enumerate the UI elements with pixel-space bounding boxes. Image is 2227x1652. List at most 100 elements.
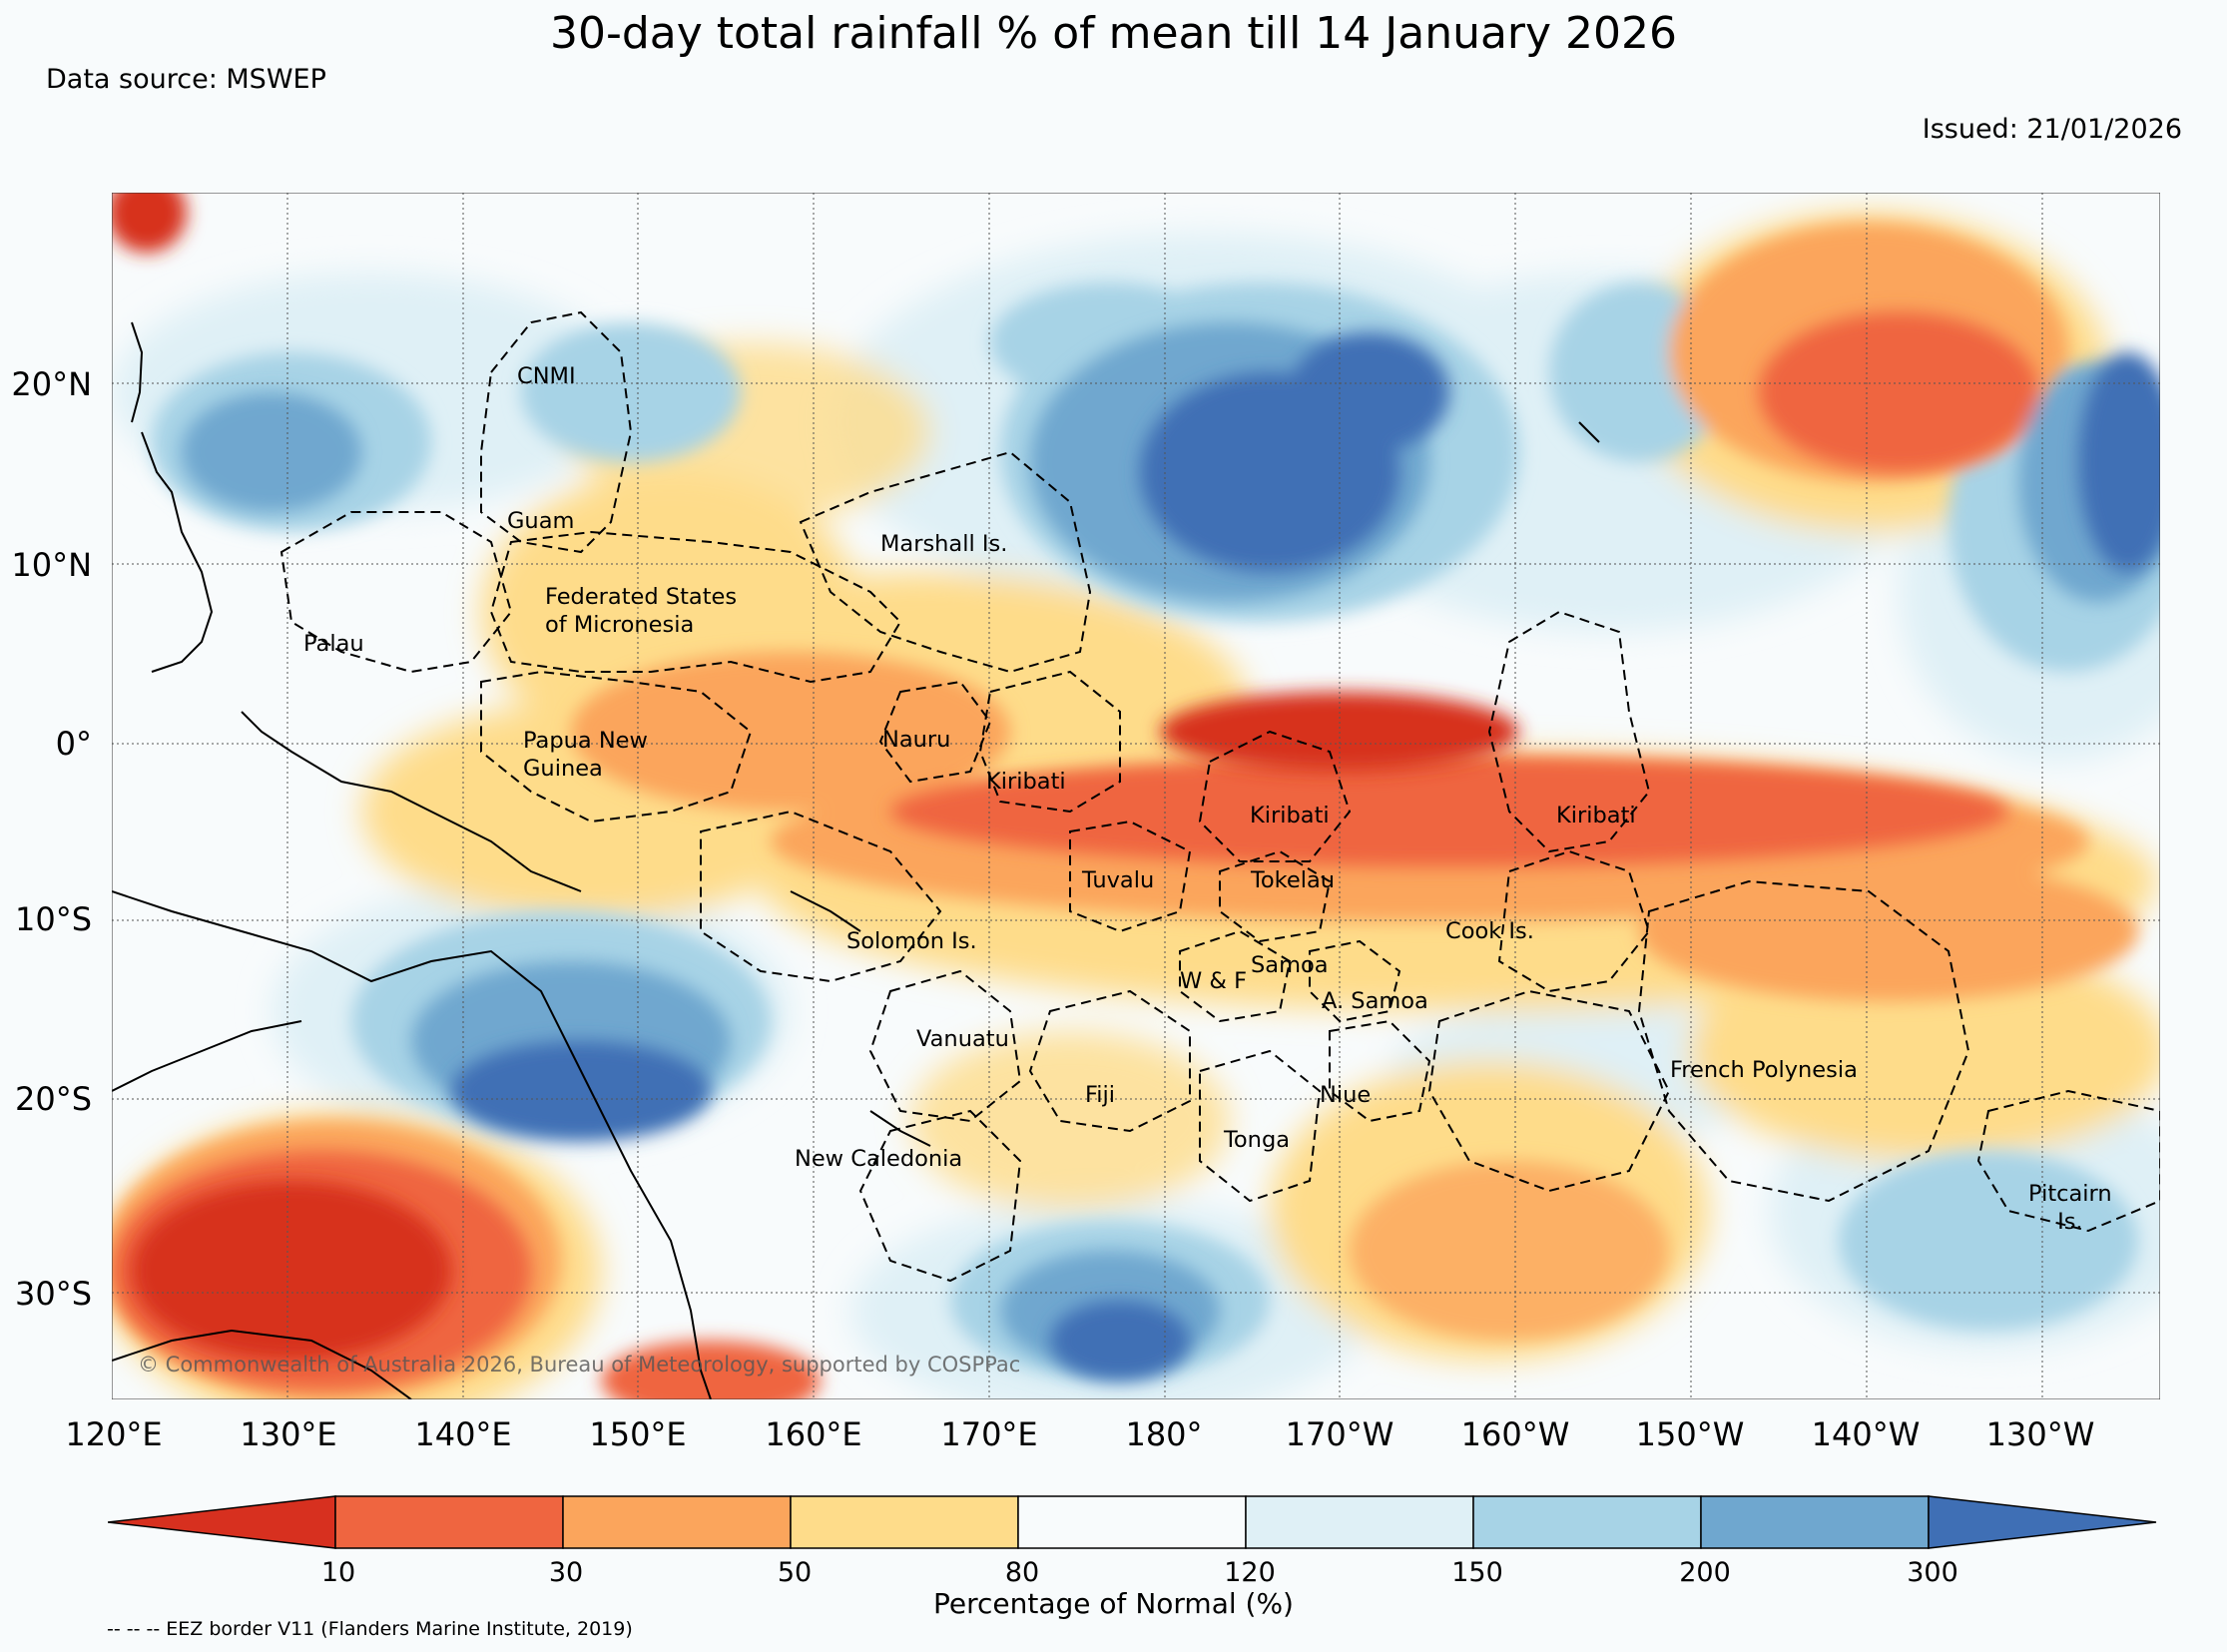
colorbar-segment (334, 1495, 564, 1549)
region-label-fsm: Federated States of Micronesia (545, 583, 737, 639)
region-label-pitcairn: Pitcairn Is. (2028, 1180, 2112, 1236)
lon-label-160e: 160°E (765, 1415, 862, 1453)
region-label-guam: Guam (507, 508, 575, 534)
region-label-american-samoa: A. Samoa (1322, 988, 1428, 1014)
eez-palau (279, 511, 513, 674)
rainfall-map (112, 193, 2160, 1399)
lon-label-130w: 130°W (1985, 1415, 2095, 1453)
colorbar-tick-120: 120 (1224, 1557, 1276, 1588)
region-label-solomon-islands: Solomon Is. (846, 928, 977, 954)
coastline-taiwan (131, 321, 144, 423)
coastlines (112, 321, 1600, 1399)
region-label-kiribati-east: Kiribati (1556, 803, 1636, 828)
coastline-solomon-islands (790, 890, 861, 932)
region-label-tonga: Tonga (1224, 1127, 1291, 1153)
colorbar-tick-10: 10 (320, 1557, 356, 1588)
colorbar-extend-low (108, 1495, 336, 1549)
region-label-vanuatu: Vanuatu (916, 1026, 1009, 1052)
region-label-nauru: Nauru (882, 727, 951, 753)
lat-label-10n: 10°N (11, 546, 92, 584)
eez-cnmi-guam (480, 310, 633, 554)
colorbar-segment (790, 1495, 1019, 1549)
eez-samoa (1309, 939, 1401, 1023)
lat-label-30s: 30°S (14, 1275, 92, 1313)
eez-fsm (489, 530, 902, 684)
region-label-kiribati-west: Kiribati (986, 769, 1066, 795)
lon-label-120e: 120°E (65, 1415, 163, 1453)
lon-label-160w: 160°W (1460, 1415, 1570, 1453)
region-label-cnmi: CNMI (517, 363, 576, 389)
region-label-samoa: Samoa (1251, 952, 1329, 978)
region-label-png: Papua New Guinea (523, 727, 648, 783)
region-label-french-polynesia: French Polynesia (1670, 1057, 1858, 1083)
region-label-pitcairn-line1: Pitcairn (2028, 1181, 2112, 1207)
colorbar (108, 1495, 2157, 1549)
coastline-philippines (141, 431, 214, 673)
eez-borders (279, 310, 2160, 1283)
eez-kiribati-central (1198, 730, 1352, 862)
colorbar-tick-50: 50 (777, 1557, 813, 1588)
eez-tuvalu (1069, 820, 1192, 933)
region-label-niue: Niue (1320, 1082, 1372, 1108)
eez-vanuatu (868, 969, 1022, 1123)
region-label-cook-islands: Cook Is. (1445, 918, 1534, 944)
region-label-pitcairn-line2: Is. (2057, 1209, 2083, 1235)
colorbar-label: Percentage of Normal (%) (933, 1587, 1294, 1620)
eez-new-caledonia (858, 1109, 1022, 1283)
coastline-australia-east (112, 890, 712, 1399)
region-label-fiji: Fiji (1085, 1082, 1116, 1108)
colorbar-tick-300: 300 (1907, 1557, 1958, 1588)
lon-label-170e: 170°E (940, 1415, 1038, 1453)
graticule (112, 193, 2160, 1399)
lat-label-10s: 10°S (14, 900, 92, 938)
eez-cook-islands-south (1427, 989, 1671, 1193)
colorbar-segment (1017, 1495, 1247, 1549)
eez-papua-new-guinea (480, 670, 753, 824)
coastline-new-guinea (241, 711, 582, 892)
region-label-fsm-line1: Federated States (545, 584, 738, 610)
coastline-australia-north (112, 1020, 302, 1092)
region-label-wallis-futuna: W & F (1180, 968, 1248, 994)
lat-label-20n: 20°N (11, 365, 92, 403)
coastline-new-caledonia (869, 1110, 931, 1147)
region-label-new-caledonia: New Caledonia (795, 1146, 963, 1172)
eez-fiji (1028, 989, 1191, 1133)
eez-cook-islands-north (1497, 849, 1651, 993)
map-title: 30-day total rainfall % of mean till 14 … (549, 8, 1678, 59)
region-label-png-line2: Guinea (523, 756, 603, 782)
lon-label-180: 180° (1125, 1415, 1203, 1453)
lon-label-140e: 140°E (414, 1415, 512, 1453)
region-label-marshall-islands: Marshall Is. (880, 531, 1008, 557)
lat-label-20s: 20°S (14, 1080, 92, 1118)
lon-label-140w: 140°W (1811, 1415, 1921, 1453)
rainfall-field (112, 193, 2160, 1399)
copyright-notice: © Commonwealth of Australia 2026, Bureau… (138, 1353, 1021, 1377)
lon-label-150e: 150°E (589, 1415, 687, 1453)
eez-solomon-islands (700, 810, 942, 983)
eez-niue (1329, 1019, 1431, 1123)
eez-nauru (878, 680, 992, 784)
region-label-png-line1: Papua New (523, 728, 648, 754)
colorbar-segment (1700, 1495, 1930, 1549)
colorbar-segment (1472, 1495, 1702, 1549)
lon-label-150w: 150°W (1635, 1415, 1745, 1453)
colorbar-tick-150: 150 (1451, 1557, 1503, 1588)
eez-pitcairn-islands (1976, 1089, 2160, 1233)
coastline-hawaii (1578, 421, 1600, 443)
eez-kiribati-east (1487, 610, 1651, 853)
lon-label-170w: 170°W (1285, 1415, 1394, 1453)
eez-marshall-islands (799, 450, 1092, 674)
rainfall-extreme-patches (112, 193, 2160, 1380)
data-source: Data source: MSWEP (46, 64, 326, 95)
colorbar-extend-high (1928, 1495, 2157, 1549)
region-label-tuvalu: Tuvalu (1082, 867, 1155, 893)
region-label-tokelau: Tokelau (1251, 867, 1336, 893)
eez-tonga (1199, 1049, 1322, 1203)
eez-source-note: -- -- -- EEZ border V11 (Flanders Marine… (107, 1618, 633, 1640)
eez-kiribati-west (978, 670, 1121, 814)
colorbar-segment (1245, 1495, 1474, 1549)
region-label-palau: Palau (303, 631, 364, 657)
region-label-kiribati-central: Kiribati (1250, 803, 1330, 828)
colorbar-tick-80: 80 (1004, 1557, 1040, 1588)
region-label-fsm-line2: of Micronesia (545, 612, 695, 638)
